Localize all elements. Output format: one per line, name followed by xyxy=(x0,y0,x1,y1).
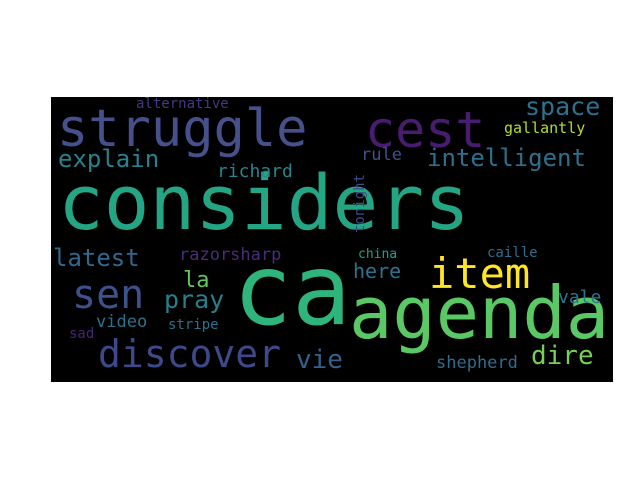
word-vie: vie xyxy=(296,345,343,375)
word-rule: rule xyxy=(361,145,402,165)
word-ca: ca xyxy=(233,234,352,348)
word-gallantly: gallantly xyxy=(504,119,586,137)
word-la: la xyxy=(183,268,210,293)
word-latest: latest xyxy=(53,244,140,272)
word-dire: dire xyxy=(531,341,594,371)
word-intelligent: intelligent xyxy=(427,144,586,172)
word-cloud: considers ca agenda struggle cest item d… xyxy=(51,97,613,382)
word-richard: richard xyxy=(217,161,293,182)
word-discover: discover xyxy=(98,332,282,376)
word-caille: caille xyxy=(487,245,538,261)
word-pray: pray xyxy=(164,285,225,314)
word-explain: explain xyxy=(58,145,160,173)
word-sen: sen xyxy=(72,272,145,318)
word-vale: vale xyxy=(558,287,602,308)
word-stripe: stripe xyxy=(168,317,219,333)
word-china: china xyxy=(358,247,398,262)
word-agenda: agenda xyxy=(349,271,610,355)
word-cest: cest xyxy=(365,101,486,159)
word-space: space xyxy=(525,97,601,121)
word-struggle: struggle xyxy=(57,99,308,159)
word-alternative: alternative xyxy=(136,97,229,112)
word-item: item xyxy=(429,249,531,298)
word-sad: sad xyxy=(69,326,95,342)
word-considers: considers xyxy=(58,158,470,247)
word-tonight: tonight xyxy=(352,173,368,233)
word-razorsharp: razorsharp xyxy=(179,245,282,265)
word-video: video xyxy=(96,312,148,332)
word-here: here xyxy=(353,259,402,283)
word-shepherd: shepherd xyxy=(436,353,518,373)
